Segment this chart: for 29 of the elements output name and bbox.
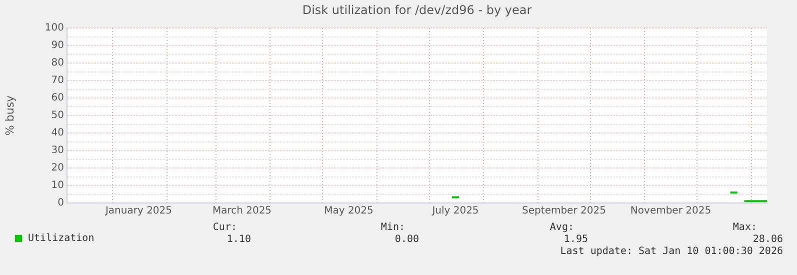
text: Last update: Sat Jan 10 01:00:30 2026 [560, 246, 783, 257]
x-tick-label: November 2025 [630, 206, 712, 217]
y-tick-label: 20 [51, 162, 64, 174]
y-tick-label: 60 [51, 92, 64, 104]
y-tick-label: 30 [51, 145, 64, 156]
text: Min: [380, 222, 405, 233]
y-tick-label: 50 [51, 110, 64, 122]
y-tick-label: 90 [51, 40, 64, 52]
x-tick-label: January 2025 [104, 206, 172, 217]
y-tick-label: 10 [51, 180, 64, 192]
y-tick-label: 100 [44, 22, 64, 34]
legend-label: Utilization [28, 233, 94, 244]
x-tick-label: July 2025 [431, 206, 479, 217]
y-axis-title: % busy [3, 94, 16, 136]
text: Cur: [212, 222, 237, 233]
y-tick-label: 70 [51, 75, 64, 86]
y-tick-label: 80 [51, 58, 64, 69]
text: 1.10 [226, 234, 251, 245]
x-tick-label: May 2025 [324, 206, 374, 217]
text: Max: [732, 222, 757, 233]
y-tick-label: 0 [58, 198, 64, 209]
chart-title: Disk utilization for /dev/zd96 - by year [301, 3, 533, 17]
text: Avg: [550, 222, 574, 233]
x-tick-label: September 2025 [522, 206, 606, 217]
text: 28.06 [752, 234, 783, 245]
x-tick-label: March 2025 [212, 206, 272, 217]
text: 1.95 [564, 234, 588, 245]
y-tick-label: 40 [51, 128, 64, 139]
text: 0.00 [394, 234, 419, 245]
